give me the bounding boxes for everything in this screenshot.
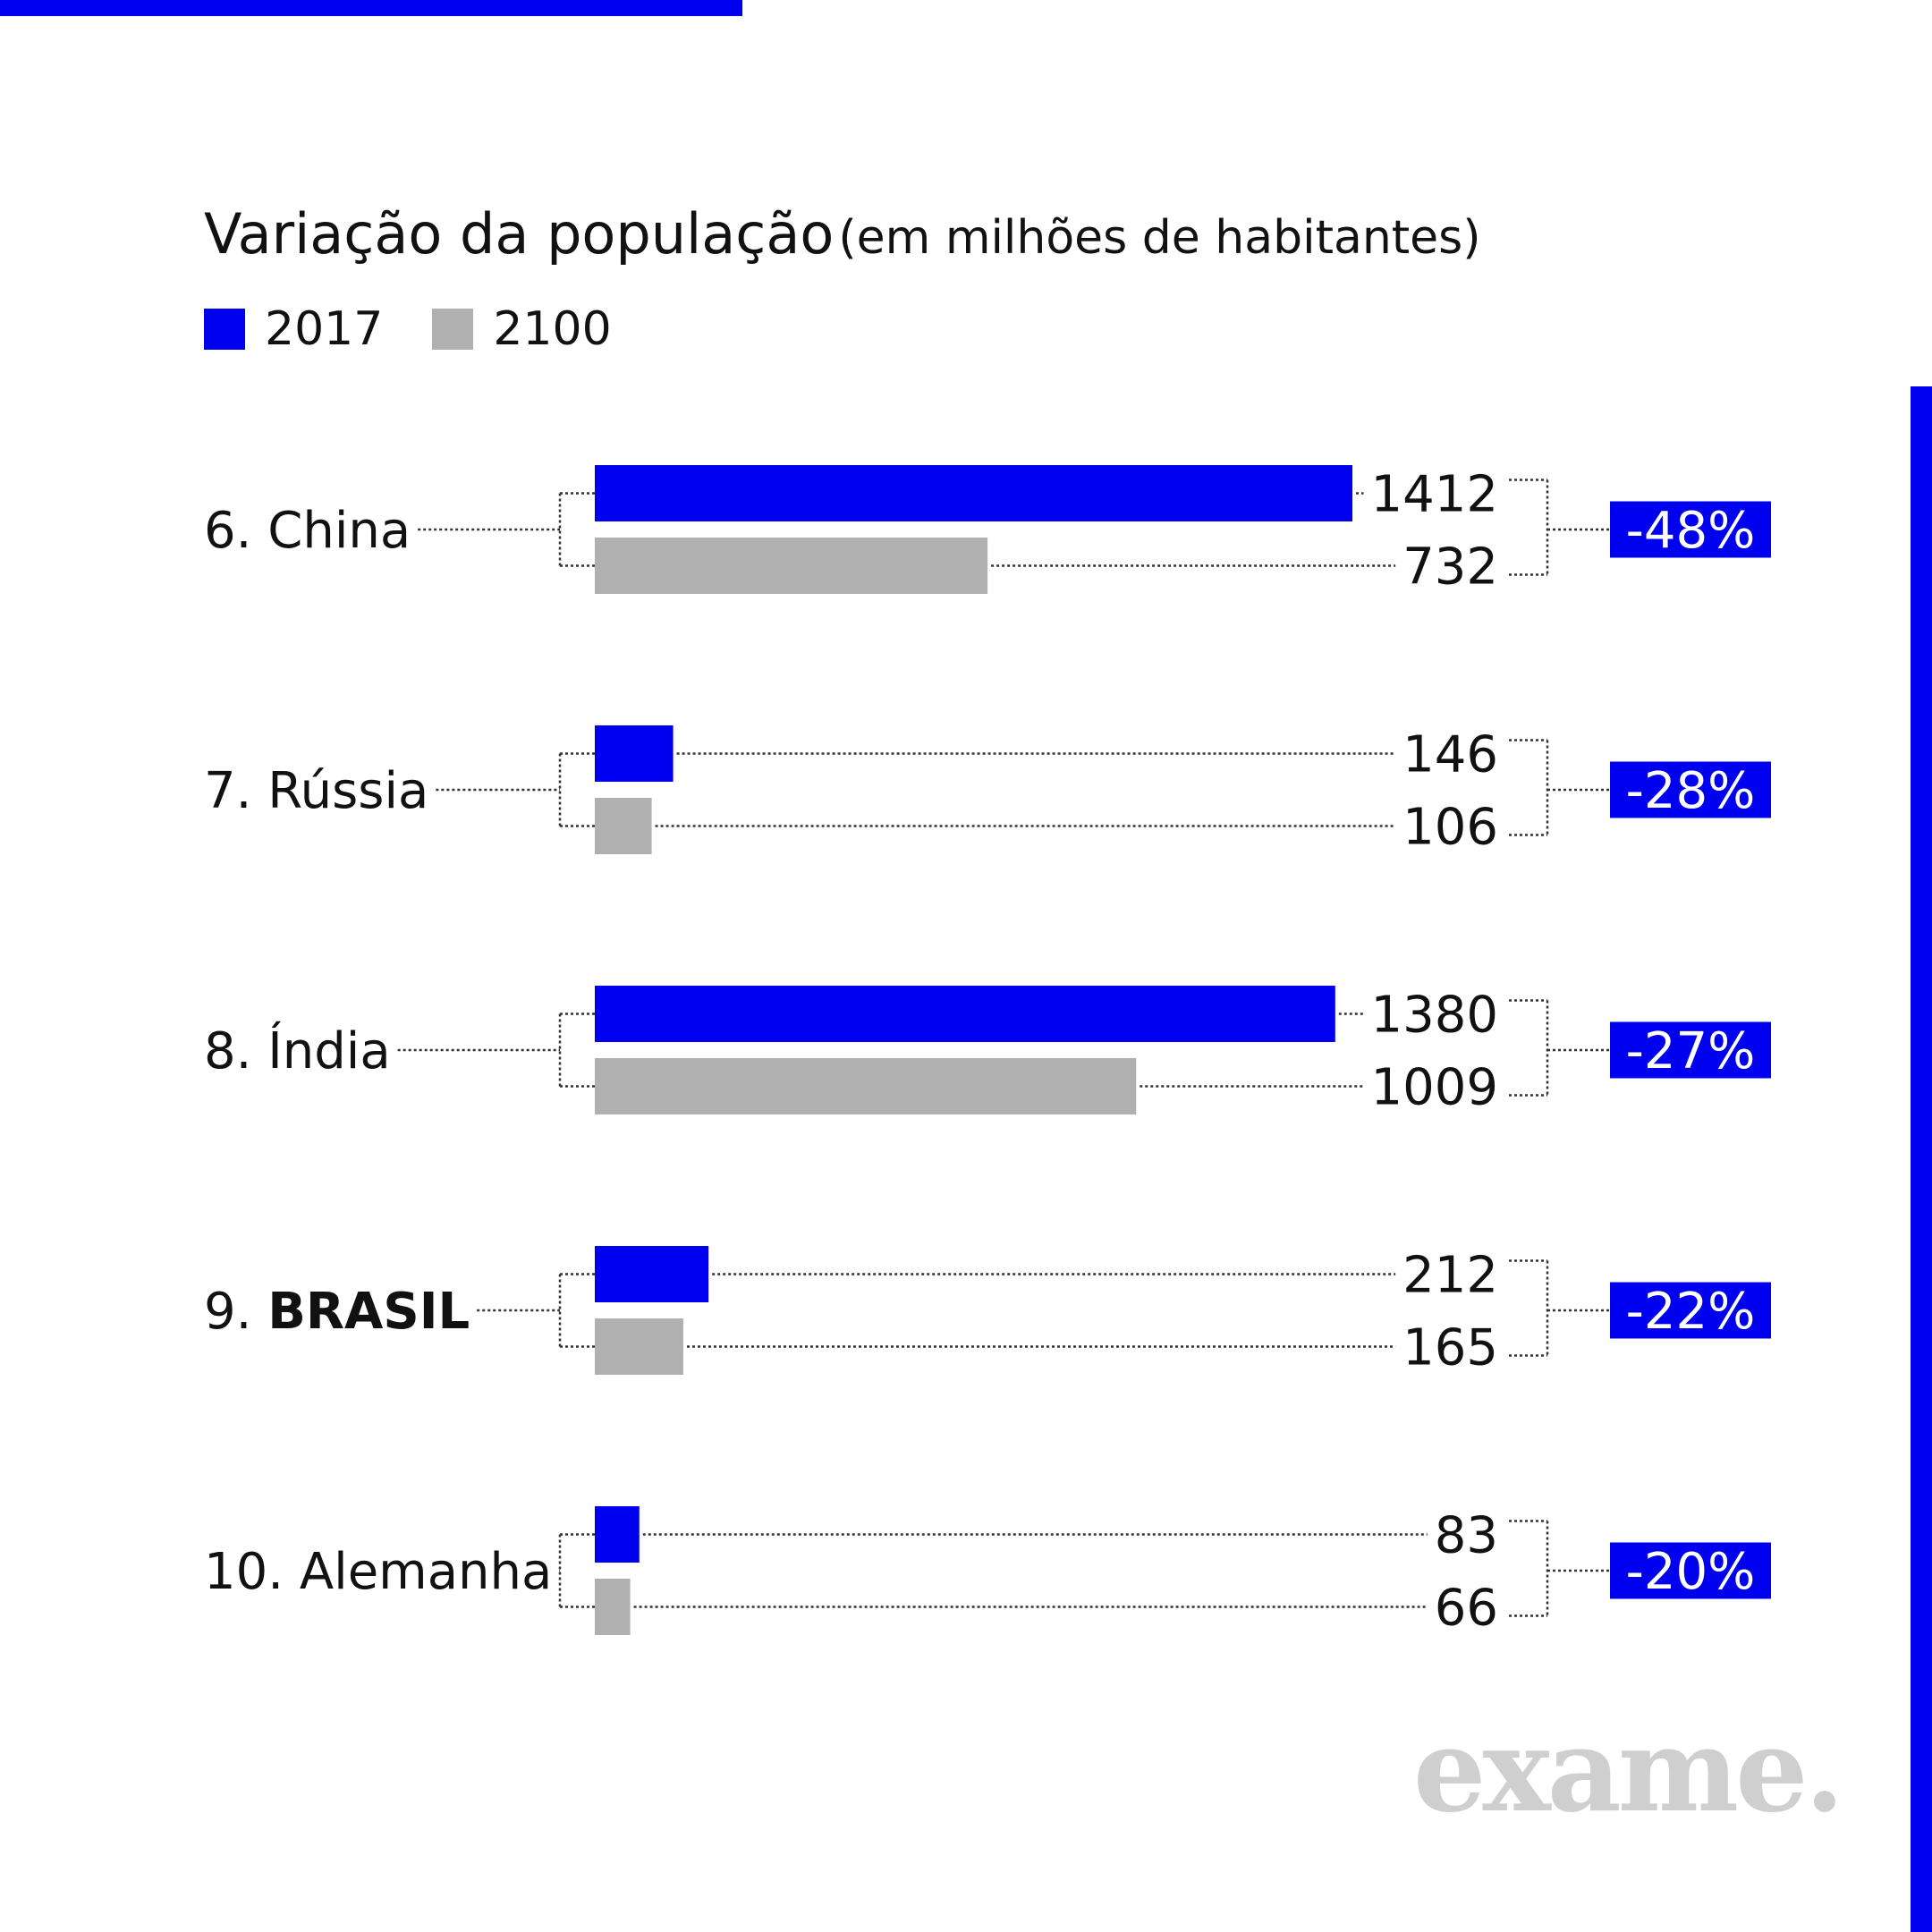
value-label-2100-rússia: 106	[1402, 799, 1498, 857]
legend-item-2017: 2017	[204, 302, 383, 356]
value-label-2017-rússia: 146	[1402, 726, 1498, 784]
exame-logo: exame.	[1413, 1704, 1844, 1838]
legend-swatch-2017	[204, 309, 245, 350]
legend-swatch-2100	[432, 309, 474, 350]
bar-2017-índia	[595, 986, 1335, 1042]
legend-label-2017: 2017	[265, 302, 384, 356]
legend-label-2100: 2100	[493, 302, 612, 356]
chart-title: Variação da população (em milhões de hab…	[204, 201, 1481, 267]
bar-2017-brasil	[595, 1246, 709, 1302]
value-label-2100-brasil: 165	[1402, 1319, 1498, 1377]
bar-2017-alemanha	[595, 1506, 640, 1563]
bar-2100-rússia	[595, 798, 652, 854]
change-label-índia: -27%	[1626, 1022, 1756, 1080]
legend: 2017 2100	[204, 302, 661, 356]
change-label-alemanha: -20%	[1626, 1543, 1756, 1601]
value-label-2017-brasil: 212	[1402, 1247, 1498, 1305]
change-label-rússia: -28%	[1626, 762, 1756, 820]
change-badge-china	[1610, 501, 1771, 558]
change-badge-brasil	[1610, 1282, 1771, 1339]
value-label-2017-china: 1412	[1370, 466, 1498, 524]
chart-title-main: Variação da população	[204, 201, 835, 267]
bar-2100-alemanha	[595, 1579, 631, 1635]
change-label-china: -48%	[1626, 502, 1756, 560]
value-label-2100-alemanha: 66	[1435, 1580, 1498, 1638]
category-label-alemanha: 10. Alemanha	[204, 1543, 552, 1601]
bar-2100-índia	[595, 1058, 1137, 1114]
value-label-2017-índia: 1380	[1370, 987, 1498, 1045]
value-label-2100-china: 732	[1402, 538, 1498, 597]
change-badge-índia	[1610, 1021, 1771, 1079]
value-label-2100-índia: 1009	[1370, 1059, 1498, 1117]
change-badge-rússia	[1610, 761, 1771, 818]
chart-title-sub: (em milhões de habitantes)	[838, 211, 1481, 265]
change-label-brasil: -22%	[1626, 1283, 1756, 1341]
bar-2017-china	[595, 465, 1352, 521]
value-label-2017-alemanha: 83	[1435, 1507, 1498, 1565]
change-badge-alemanha	[1610, 1542, 1771, 1599]
bar-2017-rússia	[595, 725, 674, 782]
bar-2100-brasil	[595, 1318, 683, 1375]
legend-item-2100: 2100	[432, 302, 612, 356]
category-label-brasil: 9. BRASIL	[204, 1283, 470, 1341]
right-accent-bar	[1911, 386, 1932, 1932]
category-label-china: 6. China	[204, 502, 411, 560]
top-accent-bar	[0, 0, 742, 16]
category-label-índia: 8. Índia	[204, 1021, 391, 1080]
category-label-rússia: 7. Rússia	[204, 762, 428, 820]
bar-2100-china	[595, 538, 988, 594]
